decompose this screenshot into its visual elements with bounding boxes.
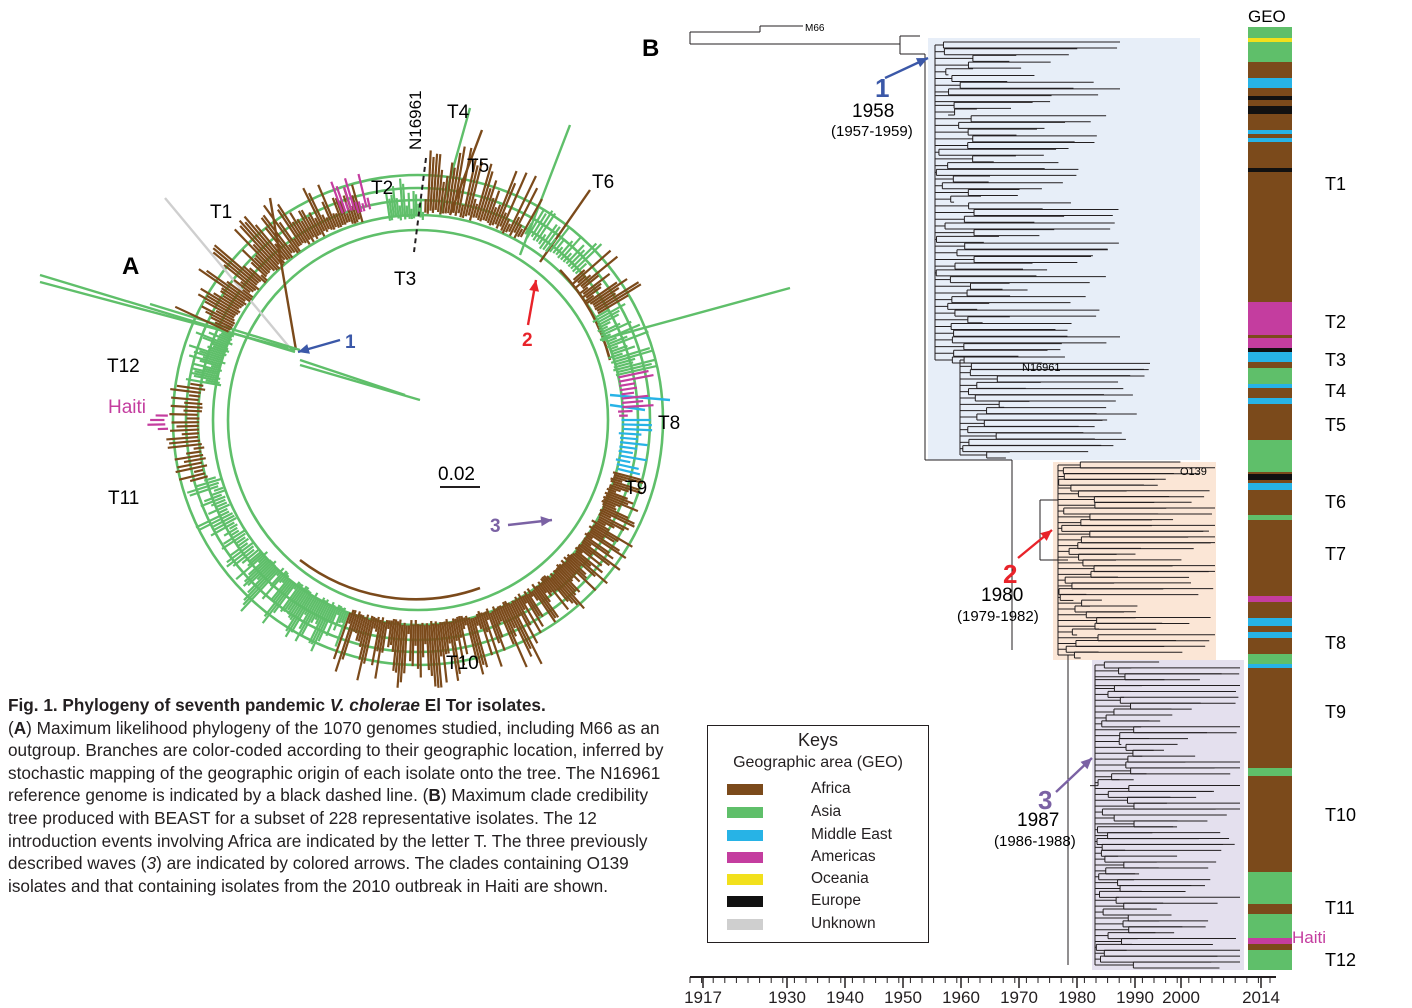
tlabel-a-t1: T1 bbox=[210, 202, 232, 223]
legend-swatch-asia bbox=[727, 807, 763, 818]
event-2-range: (1979-1982) bbox=[957, 608, 1039, 625]
axis-tick-label: 2014 bbox=[1242, 988, 1280, 1007]
axis-tick-label: 1960 bbox=[942, 988, 980, 1007]
legend-item: Oceania bbox=[708, 869, 928, 891]
tlabel-b-t5: T5 bbox=[1325, 415, 1346, 435]
haiti-label-a: Haiti bbox=[108, 397, 146, 418]
tlabel-a-t8: T8 bbox=[658, 413, 680, 434]
legend-swatch-africa bbox=[727, 784, 763, 795]
legend-item: Unknown bbox=[708, 914, 928, 936]
tlabel-a-t2: T2 bbox=[371, 178, 393, 199]
axis-tick-label: 1970 bbox=[1000, 988, 1038, 1007]
legend-item: Americas bbox=[708, 847, 928, 869]
axis-tick-label: 1930 bbox=[768, 988, 806, 1007]
legend-title: Keys bbox=[797, 730, 839, 750]
legend-swatch-middle-east bbox=[727, 830, 763, 841]
tlabel-b-t9: T9 bbox=[1325, 702, 1346, 722]
legend-keys: Keys Geographic area (GEO) Africa Asia M… bbox=[707, 725, 929, 943]
legend-swatch-americas bbox=[727, 852, 763, 863]
axis-tick-label: 1917 bbox=[684, 988, 722, 1007]
legend-swatch-europe bbox=[727, 896, 763, 907]
tlabel-b-t12: T12 bbox=[1325, 950, 1356, 970]
panel-a-label: A bbox=[122, 253, 139, 280]
tlabel-b-t1: T1 bbox=[1325, 174, 1346, 194]
tlabel-b-t2: T2 bbox=[1325, 312, 1346, 332]
legend-swatch-unknown bbox=[727, 919, 763, 930]
tlabel-a-t12: T12 bbox=[107, 356, 140, 377]
text-layer: A 0.02 N16961 T1 T2 T3 T4 T5 T6 T8 T9 T1… bbox=[107, 7, 1356, 970]
axis-tick-label: 1940 bbox=[826, 988, 864, 1007]
tlabel-a-t3: T3 bbox=[394, 269, 416, 290]
legend-item: Europe bbox=[708, 891, 928, 913]
geo-color-bar bbox=[1248, 27, 1292, 970]
tlabel-b-t3: T3 bbox=[1325, 350, 1346, 370]
axis-tick-label: 1990 bbox=[1116, 988, 1154, 1007]
figure-caption: Fig. 1. Phylogeny of seventh pandemic V.… bbox=[8, 694, 668, 897]
tlabel-b-t6: T6 bbox=[1325, 492, 1346, 512]
panel-b-time-tree bbox=[689, 25, 1244, 970]
caption-body: (A) Maximum likelihood phylogeny of the … bbox=[8, 717, 664, 896]
tlabel-b-t8: T8 bbox=[1325, 633, 1346, 653]
n16961-label-b: N16961 bbox=[1022, 362, 1061, 374]
event-1-range: (1957-1959) bbox=[831, 123, 913, 140]
o139-label: O139 bbox=[1180, 466, 1207, 478]
axis-tick-label: 1980 bbox=[1058, 988, 1096, 1007]
event-1-year: 1958 bbox=[852, 101, 894, 122]
time-axis: 1917 1930 1940 1950 1960 1970 1980 1990 2000 2014 bbox=[684, 976, 1280, 1007]
event-3-range: (1986-1988) bbox=[994, 833, 1076, 850]
haiti-label-b: Haiti bbox=[1292, 928, 1326, 947]
axis-tick-label: 2000 bbox=[1162, 988, 1200, 1007]
caption-title: Fig. 1. Phylogeny of seventh pandemic V.… bbox=[8, 695, 546, 715]
event-2-number: 2 bbox=[1003, 559, 1017, 589]
panel-a-scale-label: 0.02 bbox=[438, 464, 475, 485]
event-1-number: 1 bbox=[875, 73, 889, 103]
arrow-a-1-label: 1 bbox=[345, 332, 356, 353]
axis-tick-label: 1950 bbox=[884, 988, 922, 1007]
tlabel-a-t9: T9 bbox=[625, 478, 647, 499]
legend-item: Asia bbox=[708, 802, 928, 824]
event-3-year: 1987 bbox=[1017, 810, 1059, 831]
tlabel-b-t11: T11 bbox=[1325, 898, 1355, 918]
tlabel-b-t7: T7 bbox=[1325, 544, 1346, 564]
tlabel-a-t5: T5 bbox=[467, 156, 489, 177]
tlabel-a-t6: T6 bbox=[592, 172, 614, 193]
tlabel-b-t10: T10 bbox=[1325, 805, 1356, 825]
tlabel-a-t10: T10 bbox=[446, 653, 479, 674]
panel-a-circular-tree bbox=[39, 107, 791, 688]
tlabel-a-t4: T4 bbox=[447, 102, 470, 123]
legend-item: Africa bbox=[708, 779, 928, 801]
n16961-vertical-label: N16961 bbox=[406, 90, 425, 150]
legend-item: Middle East bbox=[708, 825, 928, 847]
panel-b-label: B bbox=[642, 35, 659, 62]
m66-label: M66 bbox=[805, 23, 825, 34]
arrow-a-2-label: 2 bbox=[522, 330, 533, 351]
tlabel-a-t11: T11 bbox=[108, 488, 139, 509]
event-3-number: 3 bbox=[1038, 785, 1052, 815]
legend-swatch-oceania bbox=[727, 874, 763, 885]
arrow-a-3-label: 3 bbox=[490, 516, 501, 537]
legend-subtitle: Geographic area (GEO) bbox=[733, 754, 903, 771]
event-2-year: 1980 bbox=[981, 585, 1023, 606]
geo-title: GEO bbox=[1248, 7, 1286, 26]
tlabel-b-t4: T4 bbox=[1325, 381, 1346, 401]
